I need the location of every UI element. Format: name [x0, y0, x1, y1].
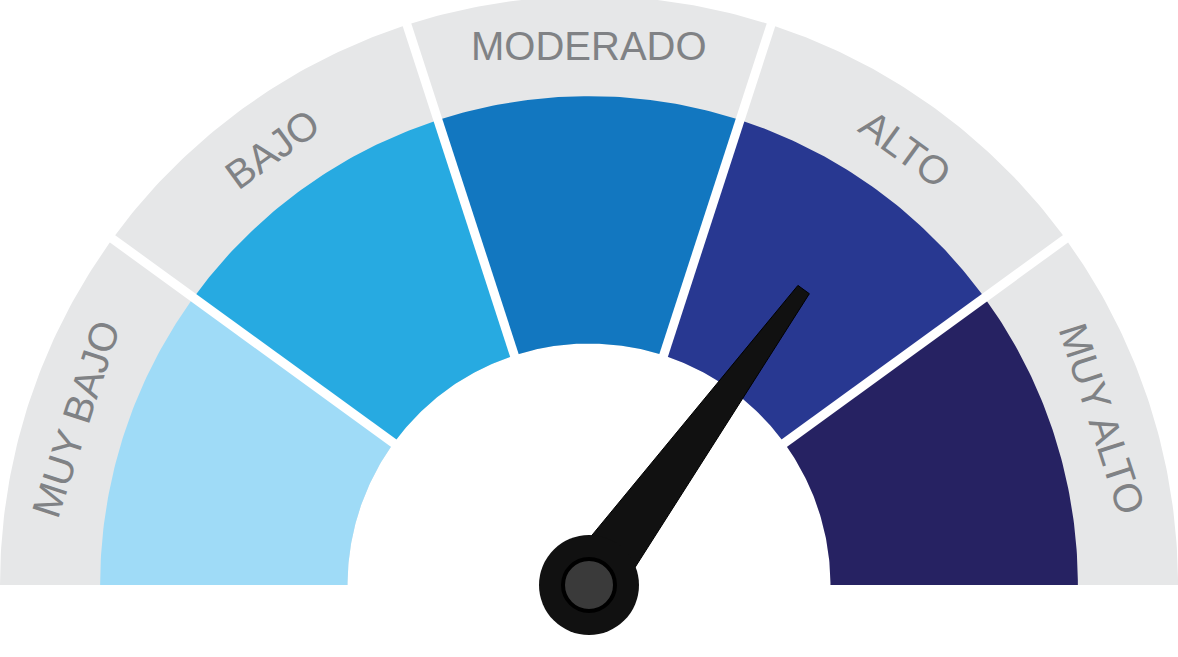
svg-text:BAJO: BAJO — [217, 100, 327, 197]
svg-text:MUY BAJO: MUY BAJO — [23, 315, 128, 522]
svg-text:MUY ALTO: MUY ALTO — [1051, 318, 1154, 520]
svg-text:ALTO: ALTO — [852, 101, 959, 196]
svg-text:MODERADO: MODERADO — [471, 24, 707, 68]
